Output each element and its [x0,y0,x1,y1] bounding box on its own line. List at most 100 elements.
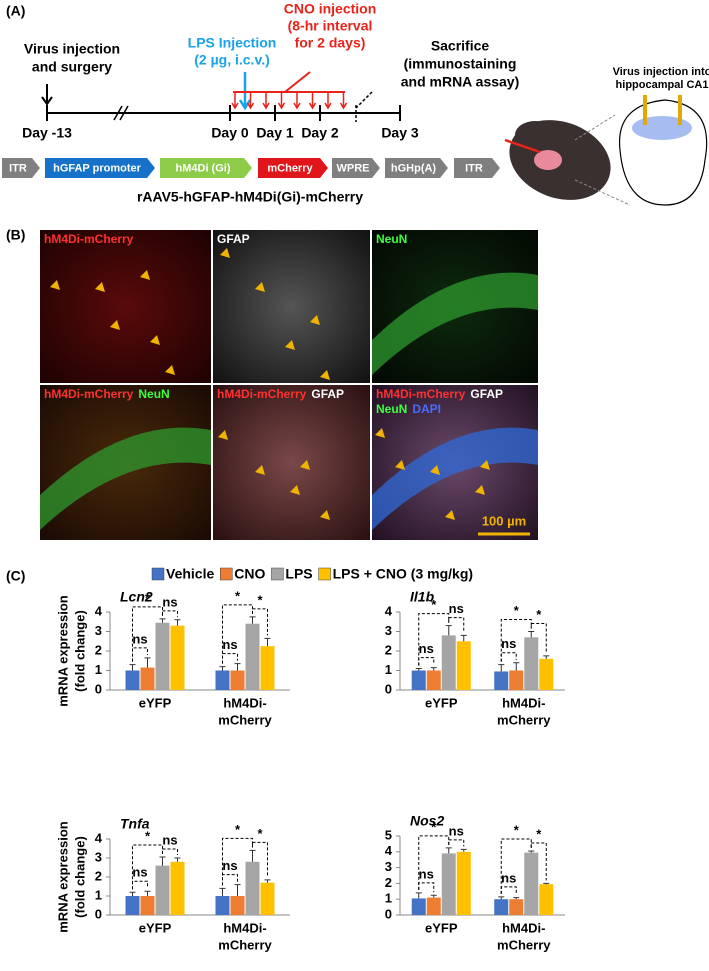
significance-label: ns [501,636,516,651]
bar [155,622,170,690]
arrow [277,92,286,110]
significance-label: ns [132,631,147,646]
arrowhead [320,370,330,380]
error-bar [498,896,505,900]
cell-layer [40,427,211,530]
y-tick-label: 4 [95,603,103,618]
bar [509,899,524,915]
significance-bracket [132,606,163,662]
significance-label: * [257,592,263,607]
bar [441,635,456,690]
construct-element [160,158,252,178]
arrowhead [285,340,295,350]
event-label: Sacrifice [431,38,490,54]
error-bar [234,663,241,671]
arrowhead [255,282,265,292]
bar [230,896,245,915]
error-bar [264,879,271,883]
error-bar [460,634,467,642]
y-tick-label: 4 [95,830,103,845]
arrowhead [430,465,440,475]
arrowhead [300,460,310,470]
legend-swatch [151,567,165,581]
error-bar [219,666,226,671]
significance-label: * [536,826,542,841]
significance-label: ns [162,832,177,847]
x-tick-label: hM4Di- [502,920,545,935]
arrow [262,92,270,110]
construct-label: hGHp(A) [391,162,437,174]
arrowhead [110,320,120,330]
event-label: CNO injection [284,1,377,17]
bar [215,896,230,915]
x-tick-label: mCherry [218,937,272,952]
day-label: Day 2 [301,125,339,141]
bar [125,896,140,915]
event-label: and mRNA assay) [401,74,520,90]
bar [494,899,509,915]
significance-label: * [431,597,437,612]
error-bar [528,631,535,638]
bar [539,884,554,915]
y-tick-label: 0 [95,681,102,696]
significance-bracket [252,841,268,877]
channel-label: GFAP [311,387,344,401]
y-tick-label: 0 [385,681,392,696]
construct-element [2,158,40,178]
arrowhead [150,335,160,345]
bar [411,670,426,690]
bar [230,670,245,690]
y-tick-label: 2 [95,868,102,883]
bar [426,897,441,915]
inset-label: hippocampal CA1 [616,79,709,91]
arrowhead [220,248,230,258]
arrow [41,84,53,106]
legend-label: Vehicle [166,566,214,582]
legend-label: LPS + CNO (3 mg/kg) [333,566,473,582]
y-tick-label: 3 [95,849,102,864]
micrograph [40,230,211,383]
panel-label: (B) [6,227,25,243]
significance-label: * [235,822,241,837]
channel-label: NeuN [376,402,407,416]
arrowhead [218,430,228,440]
significance-label: ns [132,865,147,880]
bar [170,861,185,915]
y-tick-label: 2 [95,642,102,657]
micrograph [213,230,370,383]
y-tick-label: 1 [95,662,102,677]
error-bar [144,657,151,668]
y-axis-label: mRNA expression [55,595,70,707]
event-label: and surgery [32,59,112,75]
error-bar [543,655,550,659]
significance-label: ns [162,594,177,609]
x-tick-label: mCherry [218,712,272,727]
x-tick-label: eYFP [425,695,458,710]
bar [456,851,471,915]
channel-label: hM4Di-mCherry [44,232,134,246]
y-tick-label: 5 [385,827,392,842]
significance-label: ns [222,858,237,873]
arrowhead [50,280,60,290]
significance-label: * [145,590,151,605]
error-bar [264,637,271,647]
significance-bracket [530,842,547,881]
arrowhead [475,485,485,495]
bar [260,882,275,915]
arrow [324,92,332,110]
error-bar [219,887,226,896]
significance-bracket [132,880,148,890]
event-label: for 2 days) [295,35,366,51]
bar [524,637,539,690]
error-bar [498,664,505,672]
panel-label: (A) [6,3,25,19]
significance-label: * [257,826,263,841]
scale-label: 100 µm [482,513,526,528]
y-axis-label: (fold change) [72,836,87,918]
x-tick-label: hM4Di- [223,920,266,935]
chart-title: Lcn2 [120,589,153,605]
significance-label: ns [449,823,464,838]
vector-name: rAAV5-hGFAP-hM4Di(Gi)-mCherry [137,189,363,205]
y-tick-label: 4 [385,843,393,858]
